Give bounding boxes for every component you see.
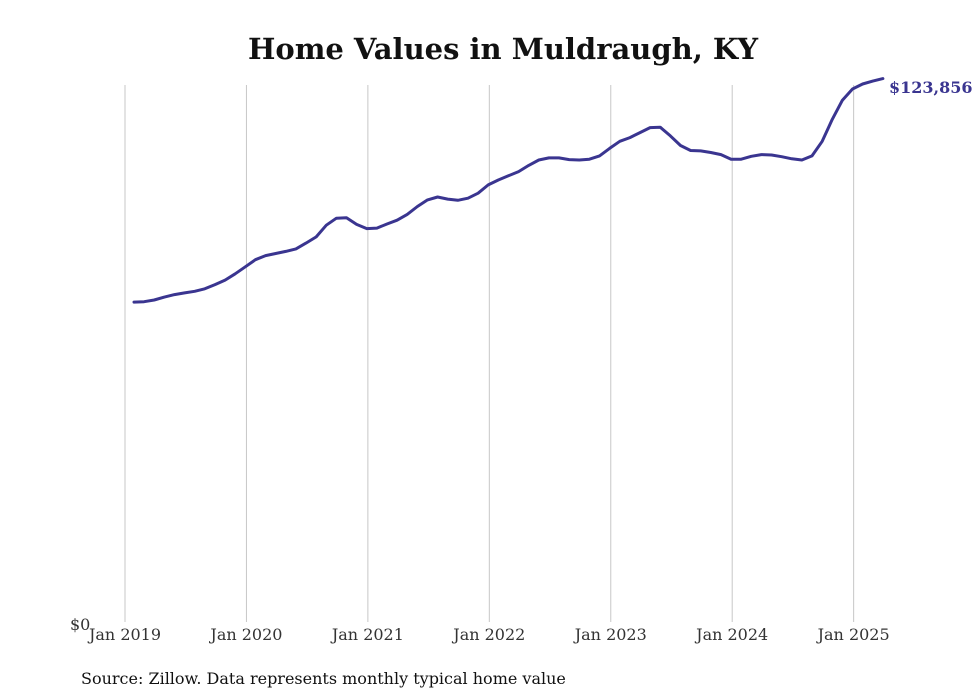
x-tick-label: Jan 2023: [573, 625, 647, 644]
source-note: Source: Zillow. Data represents monthly …: [81, 669, 566, 688]
x-tick-label: Jan 2024: [694, 625, 768, 644]
latest-value-label: $123,856: [889, 78, 973, 97]
y-tick-label-zero: $0: [70, 615, 90, 634]
home-value-line: [132, 77, 885, 304]
x-tick-label: Jan 2020: [208, 625, 282, 644]
x-axis-ticks: Jan 2019 Jan 2020 Jan 2021 Jan 2022 Jan 2023…: [87, 625, 890, 644]
x-tick-label: Jan 2022: [451, 625, 525, 644]
x-tick-label: Jan 2021: [330, 625, 404, 644]
x-tick-label: Jan 2025: [816, 625, 890, 644]
chart-title: Home Values in Muldraugh, KY: [248, 32, 758, 66]
x-gridlines: [124, 85, 855, 622]
x-tick-label: Jan 2019: [87, 625, 161, 644]
